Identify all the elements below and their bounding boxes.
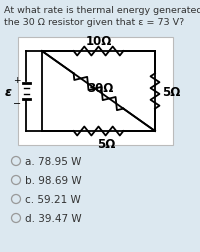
Text: 5Ω: 5Ω xyxy=(97,138,116,151)
Text: At what rate is thermal energy generated in: At what rate is thermal energy generated… xyxy=(4,6,200,15)
Text: ε: ε xyxy=(4,85,12,98)
Text: 10Ω: 10Ω xyxy=(85,34,112,47)
Text: c. 59.21 W: c. 59.21 W xyxy=(25,194,81,204)
Text: 30Ω: 30Ω xyxy=(87,81,114,94)
Text: a. 78.95 W: a. 78.95 W xyxy=(25,156,81,166)
Text: 5Ω: 5Ω xyxy=(162,85,180,98)
Text: +: + xyxy=(13,75,21,84)
Text: b. 98.69 W: b. 98.69 W xyxy=(25,175,82,185)
Text: d. 39.47 W: d. 39.47 W xyxy=(25,213,82,223)
Text: the 30 Ω resistor given that ε = 73 V?: the 30 Ω resistor given that ε = 73 V? xyxy=(4,18,184,27)
Text: −: − xyxy=(13,99,21,109)
FancyBboxPatch shape xyxy=(18,38,173,145)
